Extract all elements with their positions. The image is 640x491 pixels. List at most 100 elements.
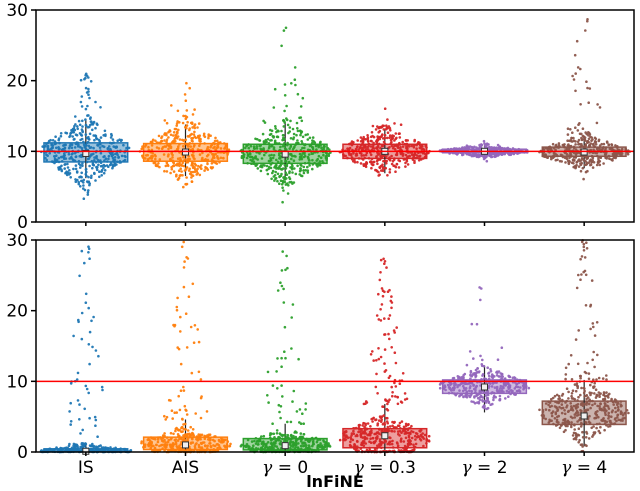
swarm-point — [366, 139, 370, 143]
swarm-point — [544, 402, 548, 405]
swarm-point — [495, 374, 499, 377]
swarm-point — [77, 159, 81, 163]
swarm-point — [288, 181, 292, 184]
swarm-point — [469, 145, 472, 148]
swarm-point — [46, 154, 49, 157]
swarm-point — [614, 399, 618, 402]
swarm-point — [474, 391, 477, 395]
swarm-point — [297, 357, 300, 361]
swarm-point — [616, 405, 620, 409]
swarm-point — [279, 179, 283, 182]
swarm-point — [475, 384, 479, 388]
swarm-point — [280, 356, 283, 360]
swarm-point — [414, 438, 417, 441]
swarm-point — [390, 136, 394, 139]
swarm-point — [603, 397, 607, 401]
swarm-point — [98, 139, 101, 143]
swarm-point — [286, 433, 290, 437]
swarm-point — [191, 170, 195, 174]
swarm-point — [182, 385, 185, 389]
swarm-point — [403, 392, 407, 395]
swarm-point — [172, 134, 175, 137]
swarm-point — [376, 125, 379, 128]
swarm-point — [380, 287, 384, 290]
swarm-point — [421, 432, 425, 435]
swarm-point — [98, 175, 101, 179]
swarm-point — [270, 445, 274, 448]
swarm-point — [164, 164, 168, 168]
swarm-point — [371, 124, 375, 128]
swarm-point — [176, 433, 180, 436]
swarm-series-γ = 4 — [538, 239, 630, 453]
swarm-point — [70, 146, 74, 149]
swarm-point — [423, 148, 426, 152]
swarm-point — [156, 440, 160, 444]
swarm-point — [191, 140, 194, 143]
swarm-point — [286, 157, 289, 161]
swarm-point — [402, 440, 406, 443]
swarm-point — [76, 145, 80, 148]
swarm-point — [362, 430, 365, 434]
swarm-point — [558, 159, 562, 163]
swarm-point — [191, 166, 195, 170]
swarm-point — [213, 139, 217, 143]
swarm-point — [166, 440, 170, 444]
swarm-point — [81, 125, 84, 128]
swarm-point — [383, 362, 386, 365]
swarm-point — [67, 152, 71, 156]
swarm-point — [191, 174, 195, 177]
swarm-point — [398, 424, 401, 428]
swarm-series-γ = 0.3 — [338, 257, 431, 454]
swarm-point — [393, 331, 397, 334]
swarm-point — [525, 385, 528, 388]
swarm-point — [275, 429, 279, 432]
swarm-point — [304, 438, 308, 442]
swarm-point — [557, 394, 561, 398]
swarm-point — [177, 394, 180, 398]
swarm-point — [416, 435, 420, 438]
swarm-point — [254, 155, 257, 158]
swarm-point — [492, 394, 496, 398]
swarm-point — [580, 255, 584, 258]
swarm-point — [398, 159, 402, 163]
swarm-point — [617, 408, 620, 412]
swarm-point — [84, 74, 87, 77]
swarm-point — [613, 418, 617, 421]
swarm-point — [285, 254, 288, 258]
swarm-point — [253, 162, 256, 165]
swarm-point — [361, 440, 365, 444]
swarm-point — [282, 118, 285, 122]
swarm-point — [190, 371, 194, 375]
swarm-point — [376, 444, 379, 448]
swarm-point — [569, 128, 572, 131]
swarm-point — [85, 91, 89, 94]
swarm-point — [171, 417, 174, 420]
swarm-point — [398, 421, 402, 425]
swarm-point — [378, 278, 382, 282]
swarm-point — [87, 245, 90, 248]
swarm-point — [601, 147, 604, 150]
swarm-point — [603, 419, 607, 423]
swarm-point — [595, 163, 599, 167]
swarm-point — [78, 403, 81, 406]
swarm-point — [291, 182, 294, 185]
swarm-point — [207, 433, 210, 437]
swarm-point — [364, 428, 367, 432]
swarm-point — [278, 165, 281, 168]
swarm-point — [185, 409, 188, 412]
swarm-point — [187, 169, 191, 172]
swarm-point — [98, 170, 101, 173]
swarm-point — [383, 290, 386, 294]
swarm-point — [410, 436, 414, 440]
swarm-point — [285, 104, 288, 108]
swarm-point — [519, 386, 522, 389]
swarm-point — [104, 133, 107, 136]
swarm-point — [84, 143, 88, 147]
swarm-point — [581, 127, 585, 130]
swarm-point — [473, 401, 477, 405]
swarm-point — [259, 169, 263, 173]
swarm-point — [377, 347, 380, 350]
swarm-point — [446, 383, 450, 387]
swarm-point — [482, 139, 486, 143]
swarm-point — [204, 166, 208, 170]
